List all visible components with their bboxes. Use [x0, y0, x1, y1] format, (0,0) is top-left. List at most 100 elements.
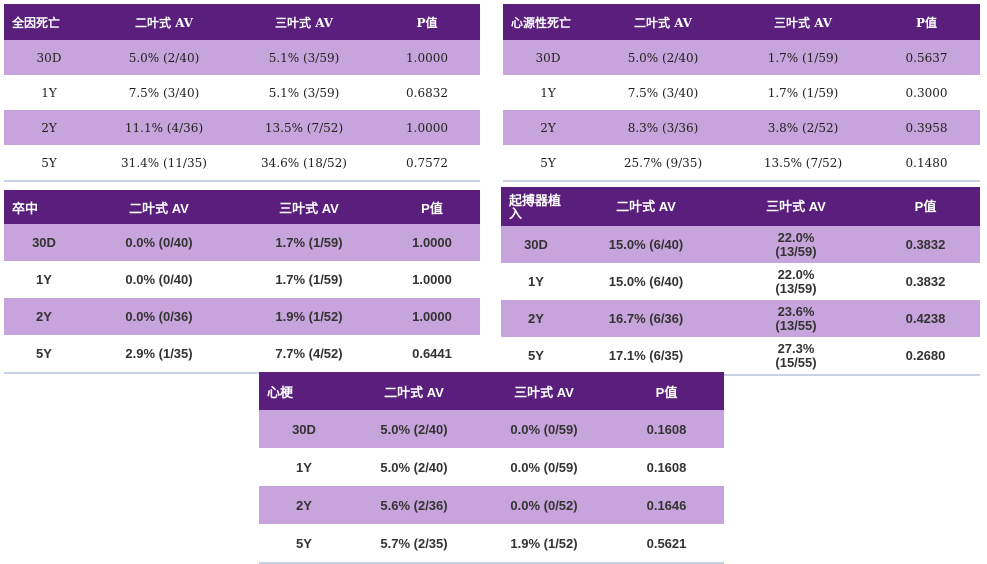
value-cell: 1.7% (1/59) — [733, 40, 873, 75]
value-cell: 22.0% (13/59) — [721, 226, 871, 263]
timepoint-cell: 30D — [259, 410, 349, 448]
value-cell: 13.5% (7/52) — [733, 145, 873, 182]
value-cell: 7.7% (4/52) — [234, 335, 384, 374]
timepoint-cell: 30D — [4, 40, 94, 75]
column-header: 二叶式 AV — [94, 4, 234, 40]
value-cell: 34.6% (18/52) — [234, 145, 374, 182]
table-row: 30D 15.0% (6/40) 22.0% (13/59) 0.3832 — [501, 226, 980, 263]
table-row: 30D 5.0% (2/40) 5.1% (3/59) 1.0000 — [4, 40, 480, 75]
column-header: 二叶式 AV — [84, 190, 234, 224]
timepoint-cell: 2Y — [501, 300, 571, 337]
timepoint-cell: 30D — [503, 40, 593, 75]
timepoint-cell: 2Y — [259, 486, 349, 524]
column-header: 三叶式 AV — [733, 4, 873, 40]
value-cell: 5.0% (2/40) — [349, 410, 479, 448]
value-cell: 5.1% (3/59) — [234, 40, 374, 75]
value-cell: 11.1% (4/36) — [94, 110, 234, 145]
value-cell: 22.0% (13/59) — [775, 266, 817, 296]
timepoint-cell: 1Y — [296, 459, 312, 475]
timepoint-cell: 2Y — [4, 110, 94, 145]
value-cell: 1.7% (1/59) — [767, 85, 839, 100]
column-header: 二叶式 AV — [593, 4, 733, 40]
value-cell: 0.3000 — [905, 85, 948, 100]
value-cell: 0.6832 — [406, 85, 448, 100]
all-cause-death-table: 全因死亡 二叶式 AV 三叶式 AV P值 30D 5.0% (2/40) 5.1% (3/… — [4, 4, 480, 182]
value-cell: 31.4% (11/35) — [94, 145, 234, 182]
timepoint-cell: 1Y — [36, 272, 52, 287]
table-row: 5Y 25.7% (9/35) 13.5% (7/52) 0.1480 — [503, 145, 980, 182]
value-cell: 7.5% (3/40) — [627, 85, 699, 100]
value-cell: 0.1646 — [609, 486, 724, 524]
column-header: 二叶式 AV — [571, 187, 721, 226]
value-cell: 5.6% (2/36) — [349, 486, 479, 524]
value-cell: 15.0% (6/40) — [571, 226, 721, 263]
column-header: 二叶式 AV — [349, 372, 479, 410]
value-cell: 3.8% (2/52) — [733, 110, 873, 145]
table-row: 30D 5.0% (2/40) 0.0% (0/59) 0.1608 — [259, 410, 724, 448]
header-row: 卒中 二叶式 AV 三叶式 AV P值 — [4, 190, 480, 224]
column-header: 全因死亡 — [4, 4, 94, 40]
table-row: 30D 5.0% (2/40) 1.7% (1/59) 0.5637 — [503, 40, 980, 75]
column-header: P值 — [873, 4, 980, 40]
timepoint-cell: 5Y — [259, 524, 349, 564]
value-cell: 0.2680 — [871, 337, 980, 376]
table-row: 30D 0.0% (0/40) 1.7% (1/59) 1.0000 — [4, 224, 480, 261]
column-header: P值 — [871, 187, 980, 226]
table-row: 5Y 2.9% (1/35) 7.7% (4/52) 0.6441 — [4, 335, 480, 374]
column-header: 起搏器植入 — [501, 187, 571, 226]
stroke-table: 卒中 二叶式 AV 三叶式 AV P值 30D 0.0% (0/40) 1.7% (1/59… — [4, 190, 480, 374]
value-cell: 1.0000 — [374, 110, 480, 145]
column-header: 心梗 — [259, 372, 349, 410]
table-row: 1Y 0.0% (0/40) 1.7% (1/59) 1.0000 — [4, 261, 480, 298]
value-cell: 8.3% (3/36) — [593, 110, 733, 145]
value-cell: 0.4238 — [871, 300, 980, 337]
table-row: 2Y 8.3% (3/36) 3.8% (2/52) 0.3958 — [503, 110, 980, 145]
value-cell: 1.9% (1/52) — [234, 298, 384, 335]
table-row: 2Y 0.0% (0/36) 1.9% (1/52) 1.0000 — [4, 298, 480, 335]
cardiac-death-table: 心源性死亡 二叶式 AV 三叶式 AV P值 30D 5.0% (2/40) 1.7% (1… — [503, 4, 980, 182]
timepoint-cell: 30D — [4, 224, 84, 261]
column-header: P值 — [384, 190, 480, 224]
column-header: P值 — [374, 4, 480, 40]
value-cell: 1.7% (1/59) — [275, 272, 343, 287]
column-header: 心源性死亡 — [503, 4, 593, 40]
value-cell: 0.5621 — [609, 524, 724, 564]
table-row: 2Y 5.6% (2/36) 0.0% (0/52) 0.1646 — [259, 486, 724, 524]
timepoint-cell: 2Y — [4, 298, 84, 335]
value-cell: 7.5% (3/40) — [128, 85, 200, 100]
myocardial-infarction-table: 心梗 二叶式 AV 三叶式 AV P值 30D 5.0% (2/40) 0.0% (0/59… — [259, 372, 724, 564]
column-header: P值 — [609, 372, 724, 410]
value-cell: 0.6441 — [384, 335, 480, 374]
header-row: 全因死亡 二叶式 AV 三叶式 AV P值 — [4, 4, 480, 40]
table-row: 2Y 16.7% (6/36) 23.6% (13/55) 0.4238 — [501, 300, 980, 337]
table-row: 1Y 5.0% (2/40) 0.0% (0/59) 0.1608 — [259, 448, 724, 486]
header-row: 心梗 二叶式 AV 三叶式 AV P值 — [259, 372, 724, 410]
pacemaker-table: 起搏器植入 二叶式 AV 三叶式 AV P值 30D 15.0% (6/40) 22.0% … — [501, 187, 980, 376]
table-row: 5Y 5.7% (2/35) 1.9% (1/52) 0.5621 — [259, 524, 724, 564]
timepoint-cell: 30D — [501, 226, 571, 263]
column-header: 三叶式 AV — [721, 187, 871, 226]
timepoint-cell: 1Y — [41, 85, 57, 100]
value-cell: 1.7% (1/59) — [234, 224, 384, 261]
value-cell: 2.9% (1/35) — [84, 335, 234, 374]
table-row: 5Y 17.1% (6/35) 27.3% (15/55) 0.2680 — [501, 337, 980, 376]
timepoint-cell: 1Y — [528, 273, 544, 289]
value-cell: 1.0000 — [374, 40, 480, 75]
value-cell: 1.0000 — [384, 298, 480, 335]
value-cell: 0.0% (0/52) — [479, 486, 609, 524]
column-header: 三叶式 AV — [234, 190, 384, 224]
value-cell: 1.0000 — [412, 272, 452, 287]
table-row: 1Y 15.0% (6/40) 22.0% (13/59) 0.3832 — [501, 263, 980, 300]
value-cell: 0.0% (0/40) — [84, 224, 234, 261]
value-cell: 0.3832 — [905, 273, 946, 289]
timepoint-cell: 5Y — [4, 335, 84, 374]
table-row: 1Y 7.5% (3/40) 1.7% (1/59) 0.3000 — [503, 75, 980, 110]
header-row: 起搏器植入 二叶式 AV 三叶式 AV P值 — [501, 187, 980, 226]
value-cell: 27.3% (15/55) — [721, 337, 871, 376]
value-cell: 1.0000 — [384, 224, 480, 261]
column-header: 三叶式 AV — [234, 4, 374, 40]
value-cell: 13.5% (7/52) — [234, 110, 374, 145]
value-cell: 5.0% (2/40) — [380, 459, 448, 475]
value-cell: 0.0% (0/59) — [479, 410, 609, 448]
timepoint-cell: 1Y — [540, 85, 556, 100]
